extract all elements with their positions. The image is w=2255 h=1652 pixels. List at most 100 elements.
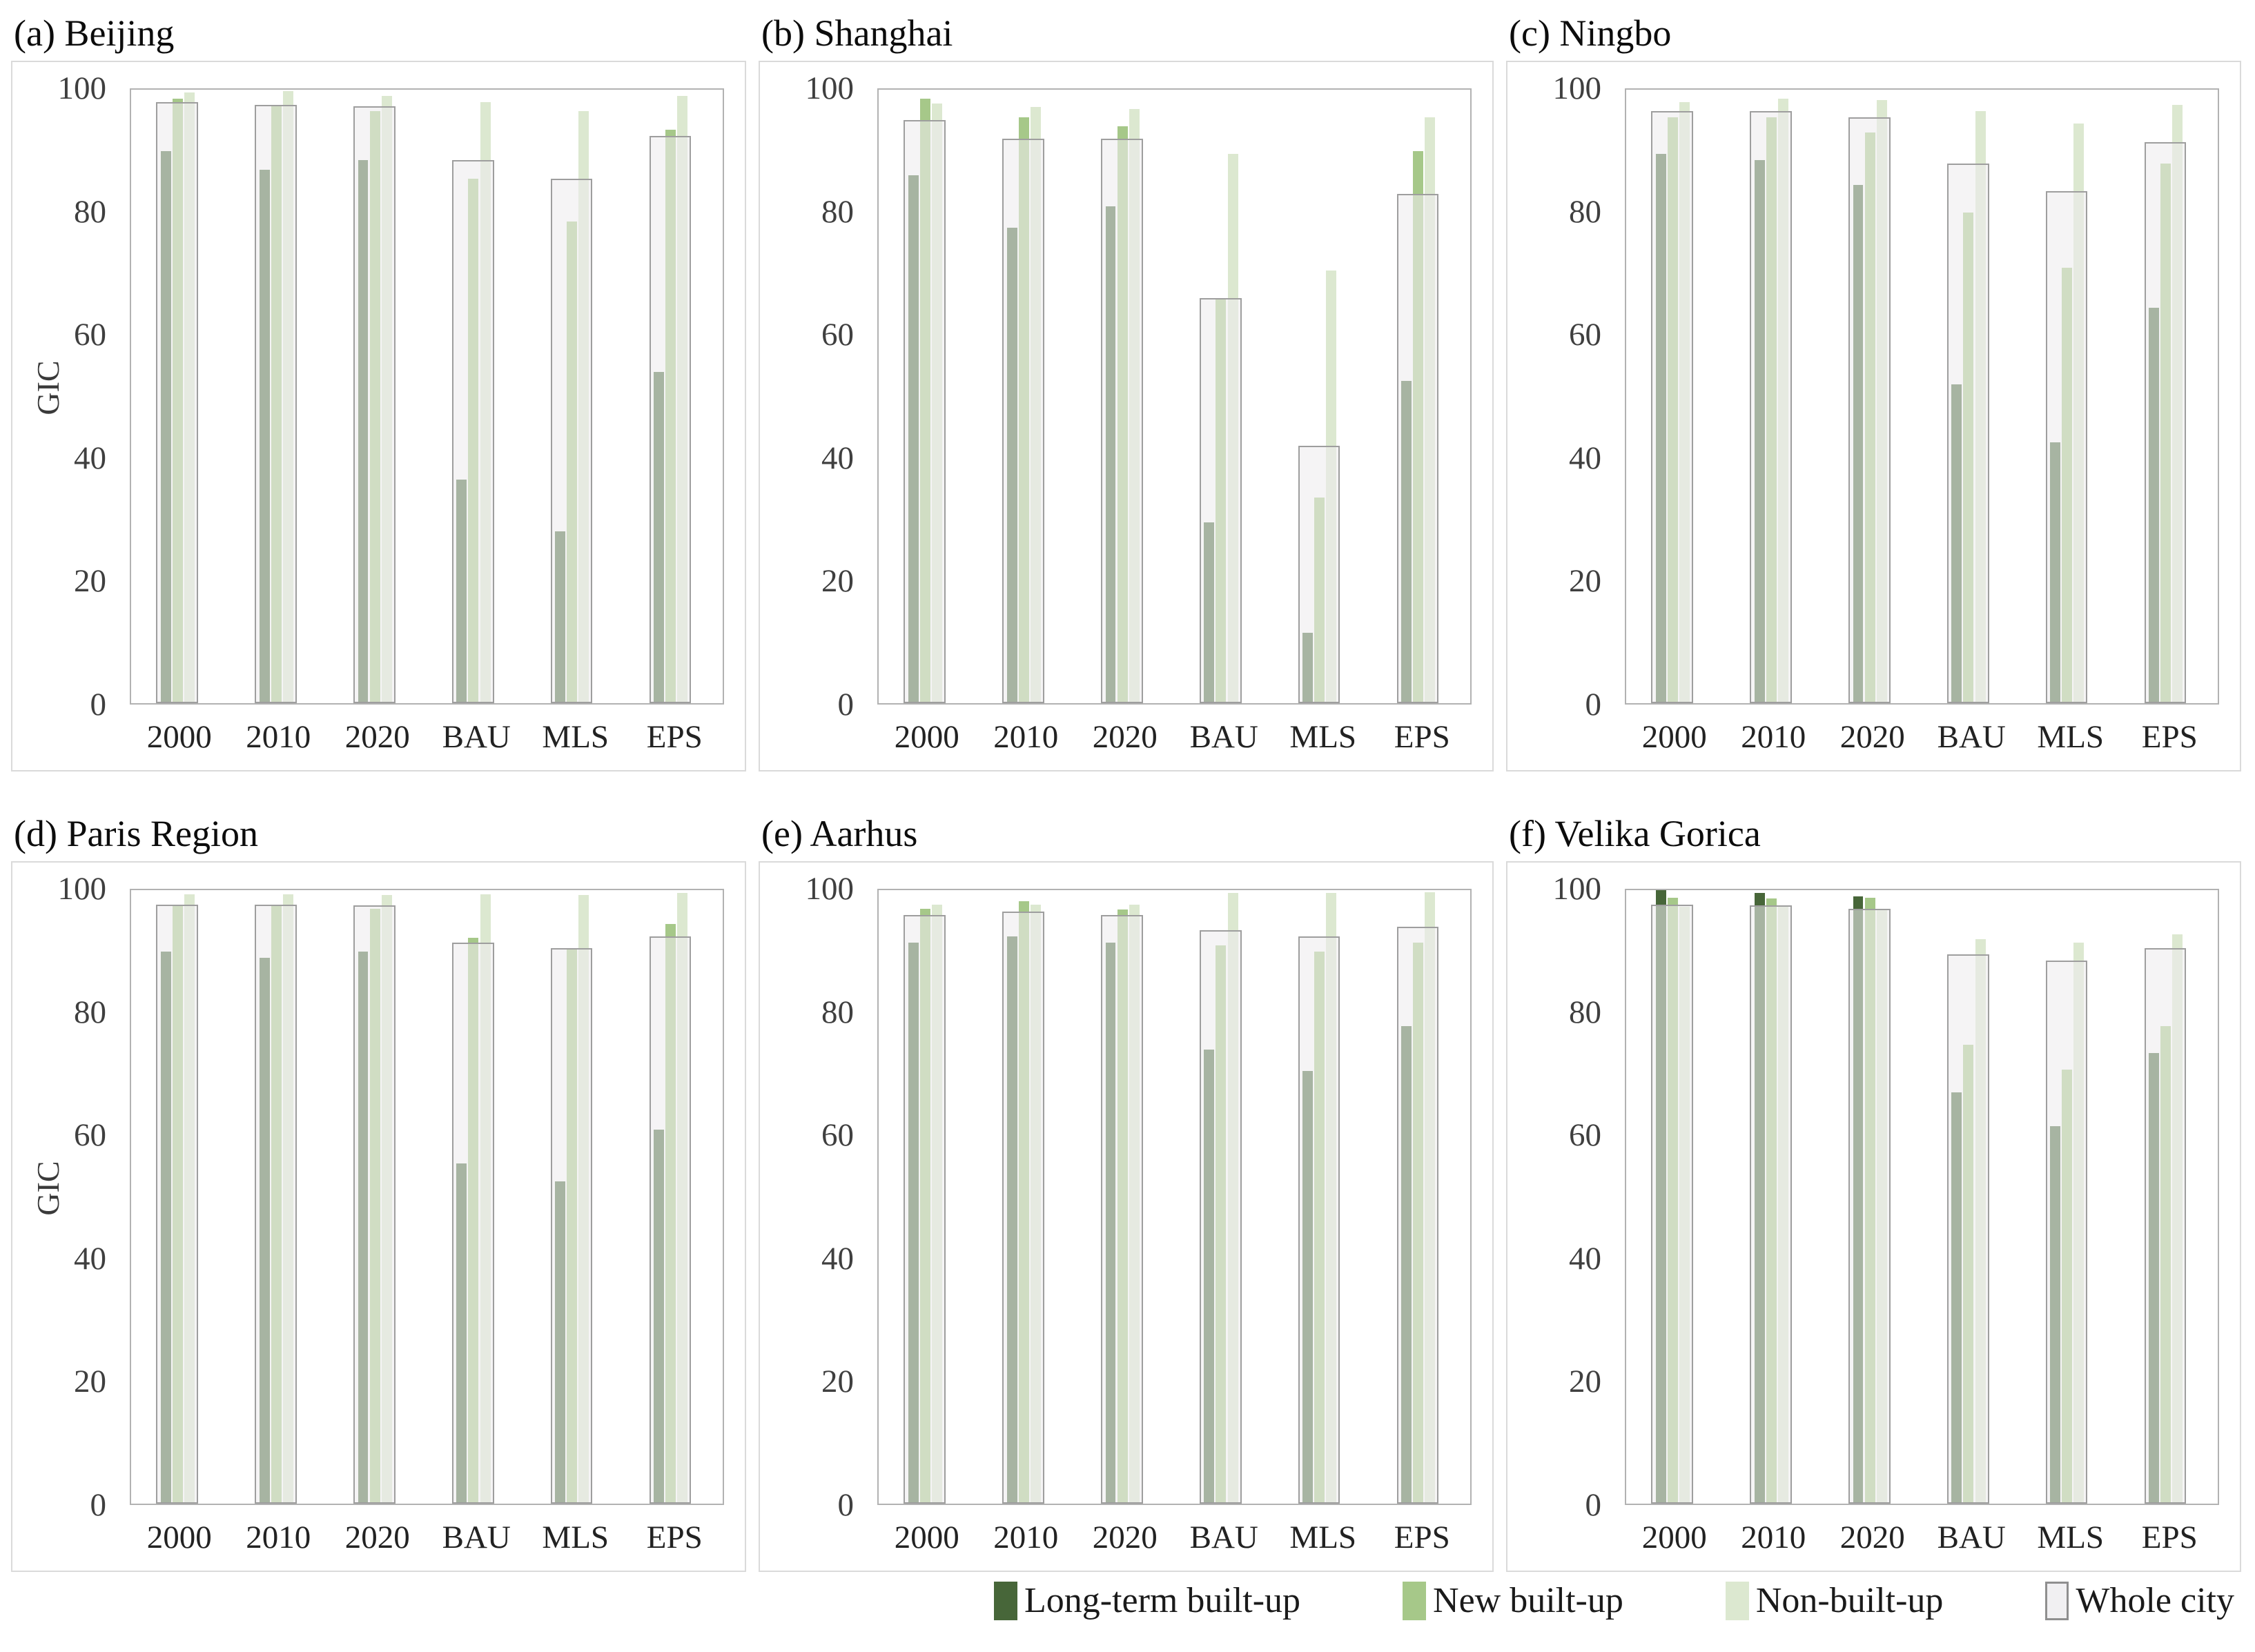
x-tick-label-2000: 2000: [1641, 719, 1707, 755]
legend-swatch-icon: [1403, 1581, 1427, 1620]
x-tick-label-2000: 2000: [894, 1520, 959, 1555]
panels-grid: (a) Beijing GIC 0 20 40 60 80 100 2000 2010 2020 BA…: [11, 6, 2241, 1572]
category-slot-2020: [1824, 890, 1922, 1504]
legend-label: Whole city: [2076, 1581, 2234, 1620]
bar-whole-city: [1750, 905, 1792, 1504]
bar-whole-city: [1651, 111, 1694, 703]
panel-plot-box: 0 20 40 60 80 100 2000 2010 2020 BAU MLS EPS: [759, 861, 1494, 1572]
x-tick-label-EPS: EPS: [646, 719, 703, 755]
x-tick-label-2020: 2020: [1092, 1520, 1158, 1555]
x-tick-label-MLS: MLS: [2037, 719, 2105, 755]
y-tick-labels: 0 20 40 60 80 100: [760, 871, 863, 1523]
bar-whole-city: [1396, 927, 1439, 1504]
y-tick-label: 100: [57, 70, 107, 106]
x-tick-label-EPS: EPS: [646, 1520, 703, 1555]
y-tick-label: 80: [1569, 193, 1601, 230]
x-tick-label-MLS: MLS: [1289, 719, 1357, 755]
y-tick-label: 40: [74, 440, 106, 476]
bar-whole-city: [156, 905, 199, 1504]
x-tick-label-2010: 2010: [1741, 1520, 1806, 1555]
category-slot-BAU: [427, 90, 525, 703]
bar-whole-city: [451, 160, 494, 703]
x-axis-labels: 2000 2010 2020 BAU MLS EPS: [877, 1513, 1472, 1562]
x-axis-labels: 2000 2010 2020 BAU MLS EPS: [130, 712, 724, 762]
y-tick-label: 40: [821, 440, 854, 476]
y-tick-label: 60: [821, 1117, 854, 1154]
bar-whole-city: [1199, 298, 1242, 703]
category-slot-2000: [131, 90, 230, 703]
bar-whole-city: [550, 178, 593, 703]
y-tick-label: 80: [74, 193, 106, 230]
legend-swatch-icon: [994, 1581, 1017, 1620]
y-tick-label: 60: [1569, 317, 1601, 353]
bar-whole-city: [1101, 139, 1143, 703]
y-tick-label: 0: [90, 687, 107, 722]
bar-whole-city: [904, 914, 946, 1504]
category-slot-MLS: [525, 890, 624, 1504]
bar-whole-city: [1002, 139, 1044, 703]
y-tick-label: 100: [1552, 871, 1602, 907]
panel-b: (b) Shanghai 0 20 40 60 80 100 2000 2010 2020 BAU M…: [759, 6, 1494, 771]
plot-frame: [130, 88, 724, 705]
panel-plot-box: GIC 0 20 40 60 80 100 2000 2010 2020 BAU MLS EPS: [11, 61, 746, 771]
y-tick-labels: 0 20 40 60 80 100: [1507, 70, 1611, 722]
panel-title: (d) Paris Region: [14, 813, 258, 854]
x-tick-label-MLS: MLS: [1289, 1520, 1357, 1555]
y-tick-label: 0: [90, 1487, 107, 1523]
y-tick-label: 40: [1569, 440, 1601, 476]
y-tick-label: 0: [1585, 687, 1602, 722]
y-tick-label: 100: [805, 871, 855, 907]
category-slot-EPS: [1371, 90, 1470, 703]
panel-title: (f) Velika Gorica: [1509, 813, 1761, 854]
x-tick-label-2010: 2010: [246, 1520, 311, 1555]
panel-title: (e) Aarhus: [761, 813, 918, 854]
category-slot-MLS: [2020, 890, 2119, 1504]
category-slot-MLS: [1273, 890, 1371, 1504]
bar-whole-city: [1848, 117, 1891, 703]
x-axis-labels: 2000 2010 2020 BAU MLS EPS: [877, 712, 1472, 762]
x-tick-label-EPS: EPS: [1394, 719, 1450, 755]
panel-title: (b) Shanghai: [761, 12, 953, 54]
y-tick-label: 20: [1569, 1364, 1601, 1400]
bar-whole-city: [255, 905, 297, 1504]
y-tick-label: 20: [1569, 563, 1601, 600]
bar-slots: [131, 890, 723, 1504]
x-axis-labels: 2000 2010 2020 BAU MLS EPS: [1625, 712, 2219, 762]
x-tick-label-2010: 2010: [1741, 719, 1806, 755]
category-slot-MLS: [525, 90, 624, 703]
bar-whole-city: [1101, 914, 1143, 1504]
category-slot-MLS: [2020, 90, 2119, 703]
y-tick-label: 100: [57, 871, 107, 907]
category-slot-EPS: [624, 890, 723, 1504]
bar-whole-city: [649, 936, 692, 1504]
x-tick-label-2010: 2010: [993, 1520, 1059, 1555]
y-tick-labels: 0 20 40 60 80 100: [1507, 871, 1611, 1523]
bar-slots: [879, 890, 1470, 1504]
bar-whole-city: [1848, 908, 1891, 1504]
x-tick-label-BAU: BAU: [1189, 719, 1258, 755]
x-tick-label-MLS: MLS: [542, 1520, 609, 1555]
category-slot-2010: [1725, 890, 1824, 1504]
bar-whole-city: [1199, 930, 1242, 1504]
bar-slots: [1626, 90, 2218, 703]
bar-whole-city: [904, 120, 946, 703]
bar-whole-city: [1002, 912, 1044, 1504]
y-tick-label: 80: [1569, 994, 1601, 1030]
bar-whole-city: [2045, 961, 2088, 1504]
plot-frame: [1625, 889, 2219, 1505]
x-axis-labels: 2000 2010 2020 BAU MLS EPS: [130, 1513, 724, 1562]
legend-item-1: New built-up: [1403, 1580, 1623, 1621]
plot-frame: [130, 889, 724, 1505]
bar-whole-city: [2045, 190, 2088, 703]
x-tick-label-2000: 2000: [1641, 1520, 1707, 1555]
legend-swatch-icon: [2045, 1581, 2069, 1620]
bar-whole-city: [1298, 445, 1340, 703]
category-slot-2010: [230, 890, 329, 1504]
category-slot-EPS: [2119, 890, 2218, 1504]
x-tick-label-MLS: MLS: [542, 719, 609, 755]
y-tick-label: 20: [821, 563, 854, 600]
y-tick-labels: 0 20 40 60 80 100: [12, 70, 116, 722]
category-slot-2020: [329, 890, 427, 1504]
category-slot-MLS: [1273, 90, 1371, 703]
category-slot-2010: [977, 90, 1076, 703]
